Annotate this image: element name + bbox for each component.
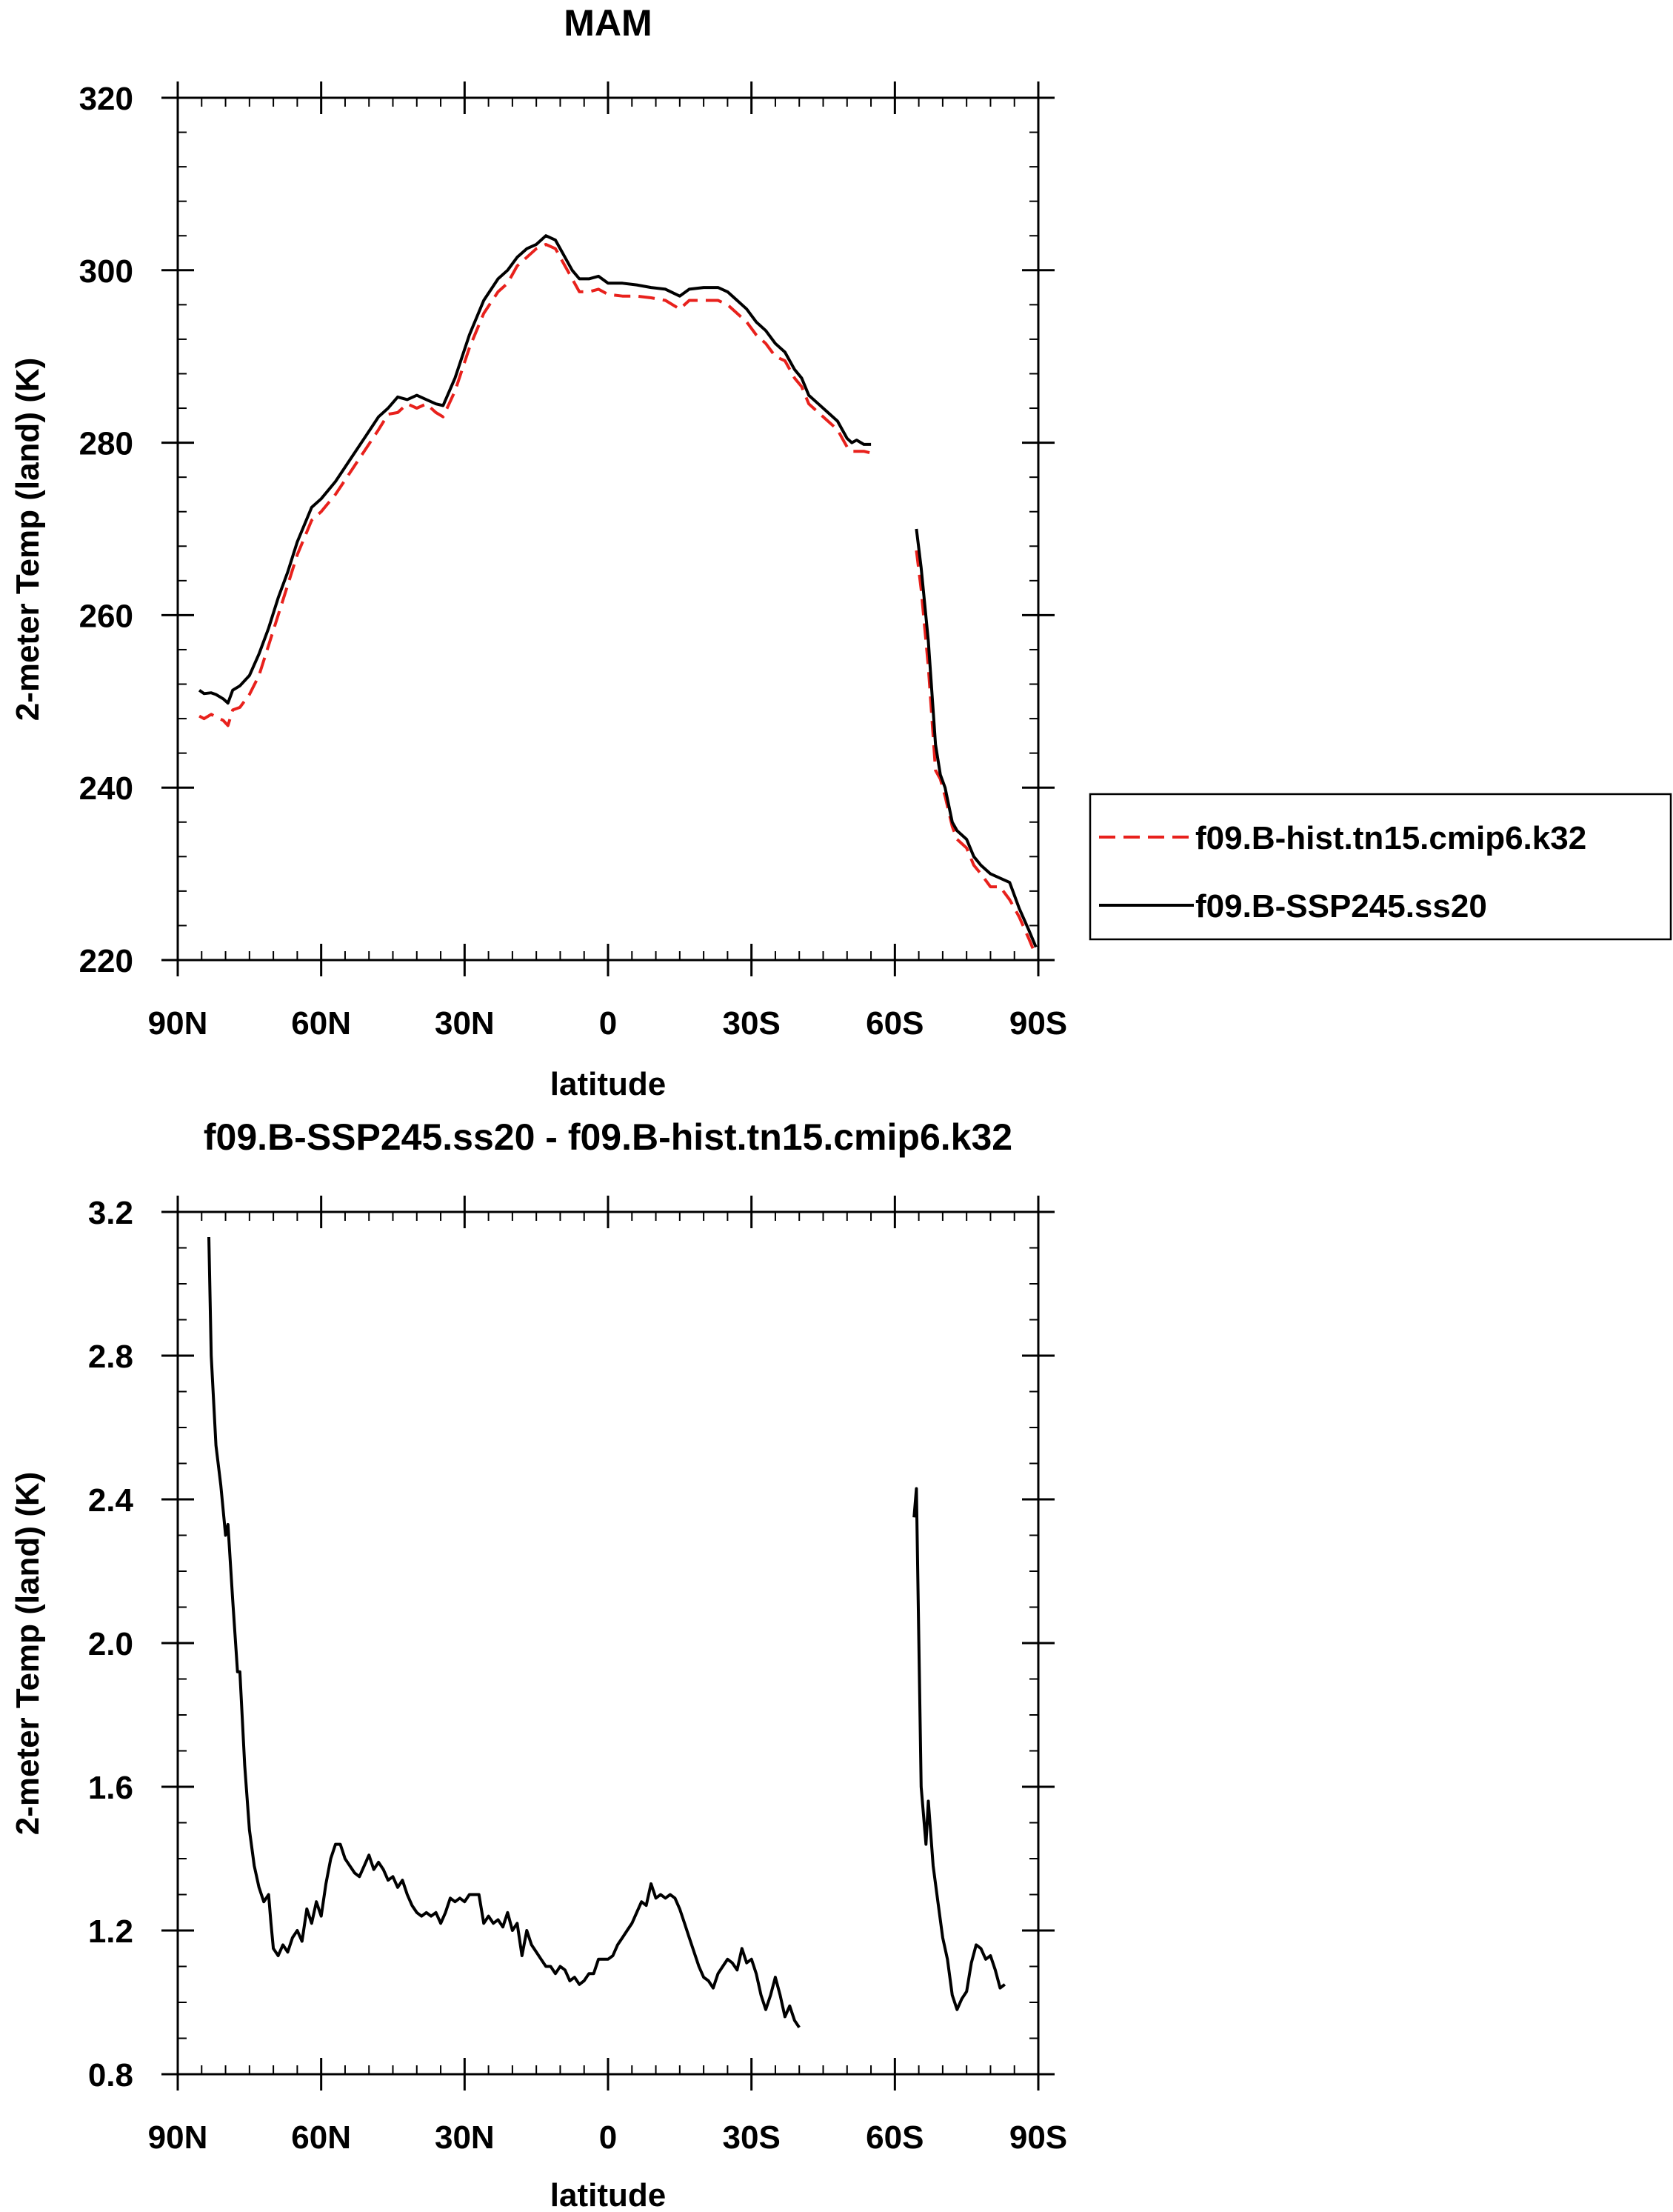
y-tick-label: 3.2 [88, 1195, 133, 1231]
y-tick-label: 240 [79, 770, 133, 807]
hist-series-line-segment-1 [198, 242, 872, 727]
y-tick-label: 2.8 [88, 1339, 133, 1375]
difference-series-line-segment-2 [912, 1487, 1006, 2011]
y-tick-label: 2.4 [88, 1482, 134, 1519]
y-tick-label: 1.2 [88, 1913, 133, 1950]
x-tick-label: 60S [866, 2119, 924, 2156]
legend-entry-1: f09.B-hist.tn15.cmip6.k32 [1195, 820, 1586, 856]
difference-series-line-segment-1 [207, 1236, 801, 2029]
ssp-series-line-segment-2 [915, 528, 1038, 948]
x-tick-label: 30N [435, 1005, 495, 1042]
x-axis-label: latitude [550, 2177, 666, 2212]
y-tick-label: 1.6 [88, 1770, 133, 1806]
x-tick-label: 60N [291, 2119, 351, 2156]
x-tick-label: 60S [866, 1005, 924, 1042]
x-axis-label: latitude [550, 1066, 666, 1102]
plot-frame [176, 1210, 1040, 2076]
ssp-series-line-segment-1 [198, 234, 872, 705]
difference-chart-title: f09.B-SSP245.ss20 - f09.B-hist.tn15.cmip… [204, 1116, 1012, 1158]
x-tick-label: 90N [148, 1005, 208, 1042]
y-tick-label: 280 [79, 426, 133, 462]
y-axis-label: 2-meter Temp (land) (K) [10, 1472, 46, 1836]
y-tick-label: 320 [79, 81, 133, 117]
x-tick-label: 90S [1009, 1005, 1067, 1042]
x-tick-label: 0 [599, 2119, 617, 2156]
x-tick-label: 60N [291, 1005, 351, 1042]
legend-entry-2: f09.B-SSP245.ss20 [1195, 888, 1487, 925]
y-tick-label: 300 [79, 253, 133, 290]
y-tick-label: 220 [79, 943, 133, 979]
y-tick-label: 2.0 [88, 1626, 133, 1662]
hist-series-line-segment-2 [915, 550, 1038, 956]
chart-title: MAM [564, 2, 652, 44]
x-tick-label: 30S [723, 2119, 781, 2156]
x-tick-label: 30N [435, 2119, 495, 2156]
x-tick-label: 0 [599, 1005, 617, 1042]
y-axis-label: 2-meter Temp (land) (K) [10, 358, 46, 722]
x-tick-label: 30S [723, 1005, 781, 1042]
y-tick-label: 0.8 [88, 2057, 133, 2093]
y-tick-label: 260 [79, 598, 133, 634]
x-tick-label: 90N [148, 2119, 208, 2156]
x-tick-label: 90S [1009, 2119, 1067, 2156]
legend-box [1089, 793, 1672, 941]
